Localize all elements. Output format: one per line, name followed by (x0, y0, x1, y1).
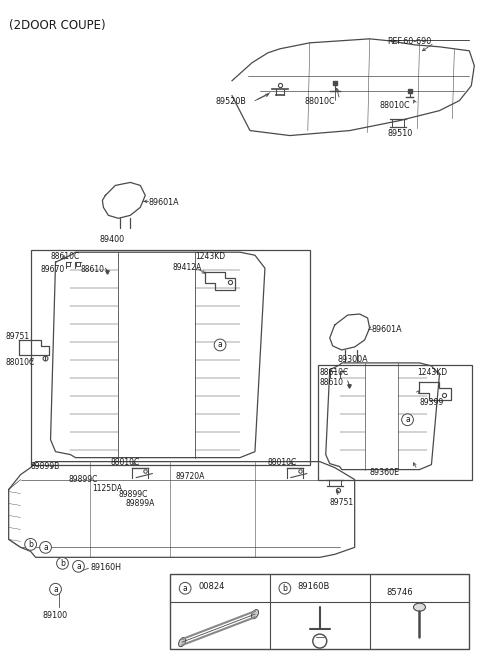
Text: 88010C: 88010C (6, 358, 35, 367)
Ellipse shape (252, 609, 259, 619)
Text: a: a (218, 340, 222, 350)
Text: 1243KD: 1243KD (418, 368, 448, 377)
Bar (170, 574, 469, 649)
Text: 1125DA: 1125DA (93, 483, 122, 493)
Text: 1243KD: 1243KD (195, 252, 225, 261)
Text: 89899A: 89899A (125, 499, 155, 508)
Text: 00824: 00824 (198, 583, 225, 591)
Text: 89100: 89100 (43, 611, 68, 620)
Text: REF.60-690: REF.60-690 (387, 37, 432, 46)
Text: 88010C: 88010C (305, 96, 336, 106)
Text: 89670: 89670 (41, 265, 65, 274)
Text: 89601A: 89601A (148, 198, 179, 207)
Ellipse shape (313, 634, 327, 648)
Text: a: a (76, 562, 81, 571)
Text: a: a (53, 584, 58, 594)
Text: b: b (60, 559, 65, 568)
Text: 88610: 88610 (320, 378, 344, 387)
Text: 88010C: 88010C (268, 458, 297, 466)
Text: 88610: 88610 (81, 265, 105, 274)
Text: 89360E: 89360E (370, 468, 400, 477)
Text: 88010C: 88010C (110, 458, 140, 466)
Text: a: a (43, 543, 48, 552)
Ellipse shape (413, 604, 425, 611)
Text: 89751: 89751 (6, 332, 30, 341)
Text: 89720A: 89720A (175, 472, 204, 481)
Text: 88610C: 88610C (50, 252, 80, 261)
Text: 89601A: 89601A (372, 325, 402, 334)
Text: 89399: 89399 (420, 398, 444, 407)
Bar (31, 250, 310, 464)
Text: 88610C: 88610C (320, 368, 349, 377)
Text: 89160H: 89160H (90, 564, 121, 572)
Bar (318, 365, 472, 480)
Text: 89899B: 89899B (31, 462, 60, 470)
Text: 89751: 89751 (330, 497, 354, 506)
Text: 89899C: 89899C (119, 489, 148, 499)
Text: b: b (28, 540, 33, 549)
Text: 89160B: 89160B (298, 583, 330, 591)
Text: 89400: 89400 (100, 236, 125, 244)
Text: a: a (405, 415, 410, 424)
Text: 88010C: 88010C (380, 100, 410, 110)
Ellipse shape (179, 638, 186, 647)
Text: 89412A: 89412A (172, 263, 202, 272)
Text: 89510: 89510 (387, 129, 413, 138)
Text: b: b (282, 584, 288, 593)
Text: 89899C: 89899C (69, 474, 98, 483)
Text: 89520B: 89520B (215, 96, 246, 106)
Text: a: a (183, 584, 188, 593)
Text: 85746: 85746 (386, 588, 413, 597)
Text: 89300A: 89300A (338, 355, 368, 364)
Text: (2DOOR COUPE): (2DOOR COUPE) (9, 19, 105, 32)
